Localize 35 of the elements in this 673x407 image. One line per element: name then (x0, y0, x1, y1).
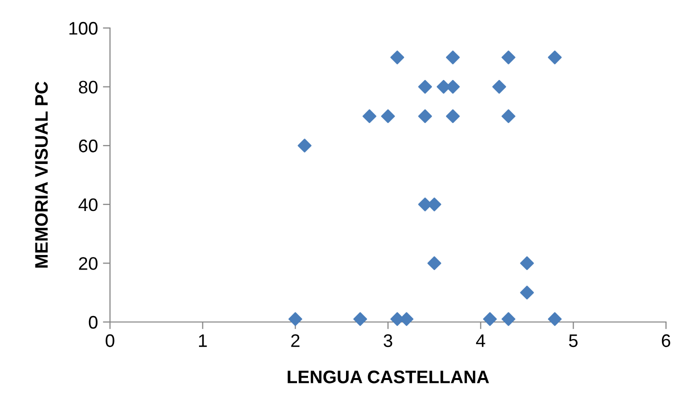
point (520, 256, 534, 270)
x-tick-label: 2 (291, 334, 300, 347)
point (446, 109, 460, 124)
point (288, 312, 302, 326)
point (548, 312, 562, 326)
point (548, 50, 562, 64)
point (502, 109, 516, 124)
x-tick-label: 6 (662, 334, 670, 348)
point (390, 50, 404, 64)
point (502, 50, 516, 64)
x-tick-label: 4 (476, 334, 486, 347)
y-tick-label: 20 (79, 257, 98, 270)
point (418, 109, 432, 124)
point (483, 312, 497, 326)
x-tick-label: 1 (199, 334, 207, 347)
point (492, 80, 506, 94)
x-tick-label: 0 (106, 334, 114, 348)
y-axis-title: MEMORIA VISUAL PC (35, 82, 48, 268)
y-tick-label: 40 (78, 198, 98, 212)
point (298, 138, 312, 153)
point (353, 312, 368, 326)
x-tick-label: 3 (384, 334, 392, 348)
point (362, 109, 376, 124)
y-tick-label: 60 (79, 140, 98, 152)
point (446, 50, 460, 64)
y-tick-label: 100 (69, 22, 98, 35)
x-axis-title: LENGUA CASTELLANA (288, 370, 489, 384)
point (520, 286, 534, 300)
point (502, 312, 516, 326)
x-tick-label: 5 (569, 334, 578, 348)
y-tick-label: 0 (88, 316, 98, 329)
point (381, 109, 395, 124)
point (427, 256, 442, 270)
point (418, 80, 432, 94)
y-tick-label: 80 (78, 80, 98, 94)
